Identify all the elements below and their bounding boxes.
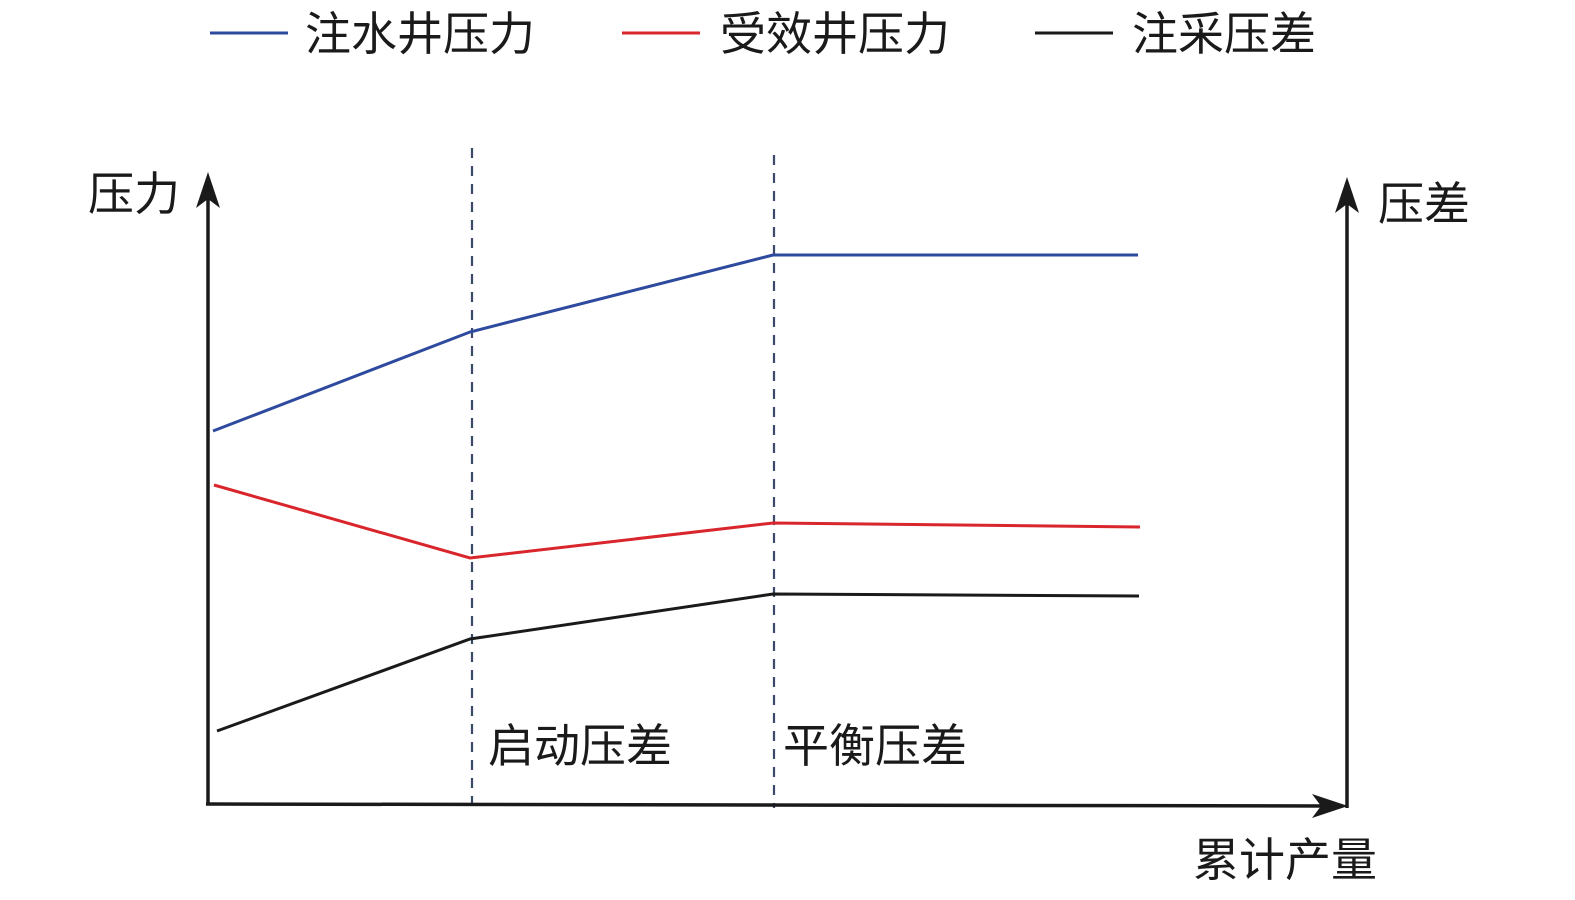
legend-label-injection: 注水井压力 — [305, 7, 535, 61]
right-axis-label: 压差 — [1378, 177, 1470, 231]
right-axis-arrow-icon — [1335, 177, 1359, 213]
x-axis — [205, 802, 1331, 808]
legend-label-production: 受效井压力 — [720, 7, 950, 61]
injection-pressure-line — [212, 253, 1138, 433]
left-axis-label: 压力 — [88, 167, 180, 221]
phase-label-balance: 平衡压差 — [783, 719, 967, 773]
pressure-difference-line — [216, 592, 1140, 733]
left-axis-arrow-icon — [196, 172, 220, 208]
x-axis-arrow-icon — [1312, 794, 1348, 818]
legend: 注水井压力 受效井压力 注采压差 — [210, 7, 1316, 61]
axes — [196, 172, 1359, 818]
phase-label-start: 启动压差 — [488, 719, 672, 773]
x-axis-label: 累计产量 — [1193, 833, 1377, 887]
legend-label-difference: 注采压差 — [1132, 7, 1316, 61]
production-pressure-line — [213, 483, 1141, 560]
